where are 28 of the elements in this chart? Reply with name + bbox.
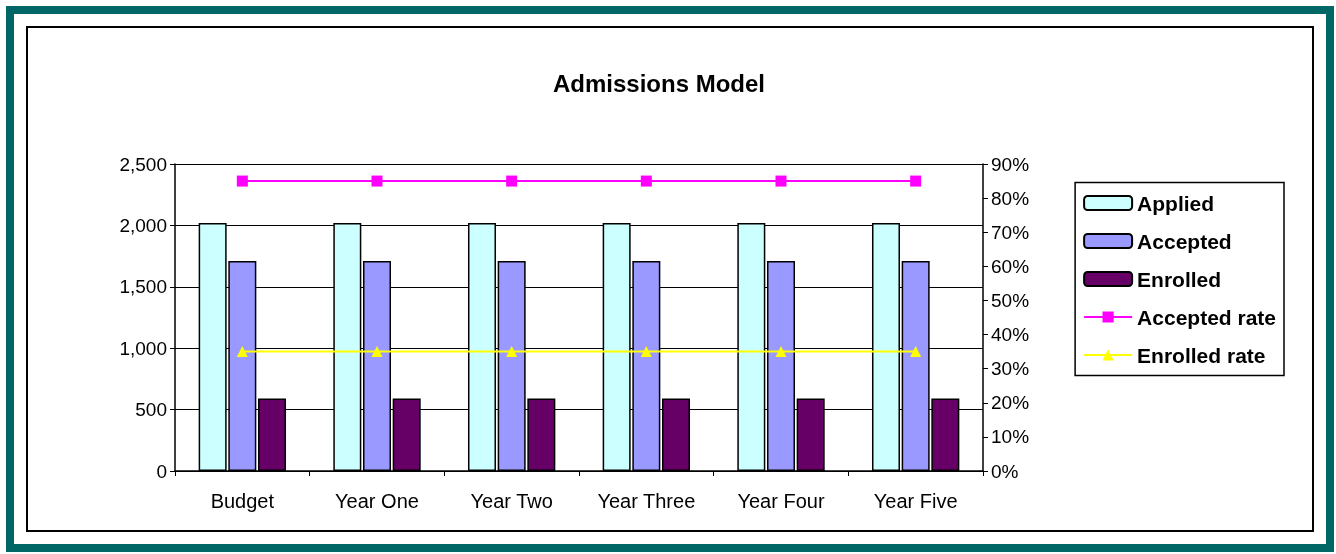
chart-title: Admissions Model bbox=[553, 69, 766, 97]
y-tick-label: 1,000 bbox=[119, 337, 167, 359]
x-tick-label: Year Five bbox=[873, 490, 958, 512]
y2-tick-label: 60% bbox=[991, 255, 1030, 277]
y2-tick-label: 10% bbox=[991, 426, 1030, 448]
legend-label: Accepted rate bbox=[1137, 305, 1276, 329]
legend-label: Applied bbox=[1137, 191, 1215, 215]
y-tick-label: 2,000 bbox=[119, 214, 167, 236]
y-tick-label: 500 bbox=[135, 399, 167, 421]
x-tick-label: Year One bbox=[335, 490, 419, 512]
legend-label: Enrolled rate bbox=[1137, 343, 1266, 367]
x-tick-label: Year Four bbox=[737, 490, 825, 512]
y2-tick-label: 80% bbox=[991, 187, 1030, 209]
legend-label: Enrolled bbox=[1137, 267, 1222, 291]
x-tick-label: Year Three bbox=[597, 490, 696, 512]
legend-label: Accepted bbox=[1137, 229, 1232, 253]
y-tick-label: 2,500 bbox=[119, 153, 167, 175]
y2-tick-label: 20% bbox=[991, 392, 1030, 414]
y2-tick-label: 50% bbox=[991, 289, 1030, 311]
y2-tick-label: 70% bbox=[991, 221, 1030, 243]
y2-tick-label: 90% bbox=[991, 153, 1030, 175]
y2-tick-label: 0% bbox=[991, 460, 1019, 482]
x-tick-label: Budget bbox=[210, 490, 275, 512]
y2-tick-label: 40% bbox=[991, 324, 1030, 346]
y-tick-label: 1,500 bbox=[119, 276, 167, 298]
y-tick-label: 0 bbox=[156, 460, 167, 482]
x-tick-label: Year Two bbox=[470, 490, 553, 512]
y2-tick-label: 30% bbox=[991, 358, 1030, 380]
